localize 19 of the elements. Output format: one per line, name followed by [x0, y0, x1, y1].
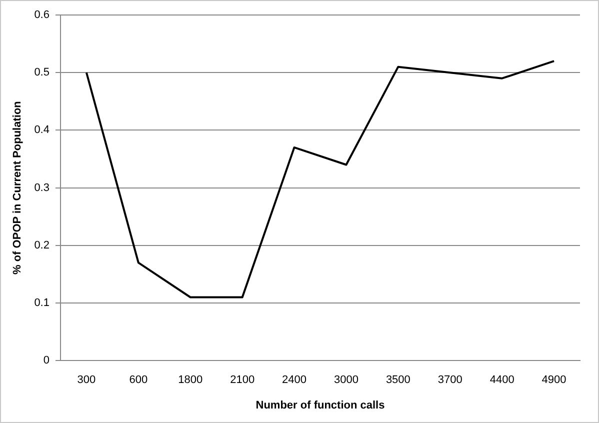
- x-tick-label: 2400: [282, 374, 307, 386]
- y-tick-label: 0: [43, 354, 50, 367]
- y-tick-label: 0.1: [34, 297, 50, 310]
- y-tick-label: 0.3: [34, 182, 50, 194]
- y-tick-label: 0.5: [34, 66, 50, 79]
- y-tick-label: 0.4: [34, 124, 50, 136]
- y-tick-label: 0.6: [34, 9, 50, 22]
- x-tick-label: 3700: [438, 374, 462, 386]
- x-tick-label: 1800: [178, 374, 203, 386]
- x-tick-label: 4400: [490, 374, 514, 386]
- y-tick-label: 0.2: [34, 239, 50, 252]
- x-tick-label: 600: [129, 374, 148, 386]
- x-tick-label: 3500: [386, 374, 410, 386]
- y-axis-title: % of OPOP in Current Population: [12, 100, 24, 274]
- x-axis-title: Number of function calls: [256, 399, 385, 412]
- x-tick-label: 4900: [542, 374, 566, 386]
- x-tick-label: 300: [77, 374, 96, 386]
- x-tick-label: 2100: [230, 374, 255, 386]
- x-tick-label: 3000: [334, 374, 358, 386]
